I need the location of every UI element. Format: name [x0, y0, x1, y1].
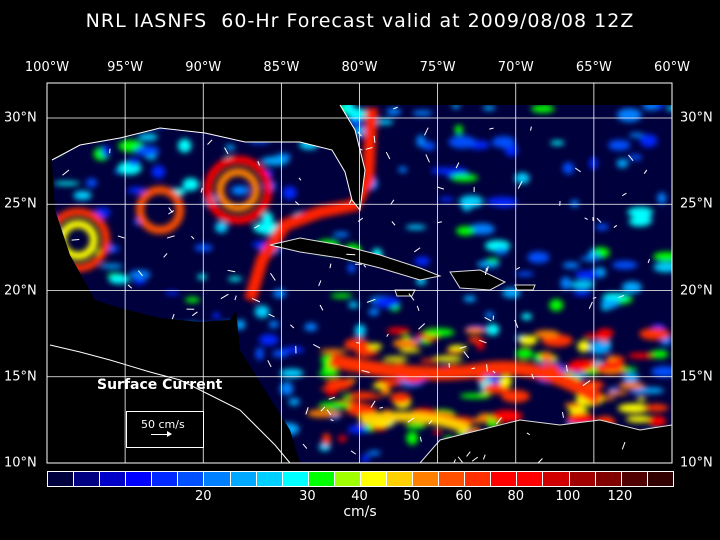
colorbar-swatch — [569, 472, 596, 486]
colorbar-swatch — [360, 472, 388, 486]
colorbar-swatch — [621, 472, 648, 486]
cuba — [269, 237, 442, 281]
colorbar-swatch — [491, 472, 518, 486]
hispaniola — [449, 269, 507, 291]
latitude-label: 30°N — [680, 110, 713, 126]
colorbar-swatch — [387, 472, 414, 486]
longitude-label: 70°W — [497, 60, 534, 75]
latitude-label: 20°N — [680, 283, 713, 298]
colorbar-swatch — [74, 472, 101, 486]
colorbar-tick-label: 30 — [299, 489, 316, 504]
colorbar-units: cm/s — [343, 504, 377, 520]
longitude-label: 90°W — [185, 60, 222, 75]
colorbar-tick-label: 120 — [607, 489, 633, 504]
longitude-label: 100°W — [24, 60, 70, 75]
longitude-label: 80°W — [341, 60, 378, 75]
colorbar-swatch — [308, 472, 335, 486]
colorbar-tick-label: 80 — [507, 489, 525, 504]
colorbar — [47, 471, 674, 487]
colorbar-swatch — [543, 472, 570, 486]
colorbar-swatch — [465, 472, 492, 486]
map-frame — [46, 82, 673, 464]
latitude-label: 10°N — [4, 455, 37, 471]
colorbar-swatch — [282, 472, 309, 486]
latitude-label: 10°N — [680, 455, 713, 471]
reference-vector-label: 50 cm/s — [141, 418, 185, 431]
map-title: NRL IASNFS 60-Hr Forecast valid at 2009/… — [85, 10, 635, 32]
coastlines — [49, 104, 366, 464]
longitude-label: 75°W — [419, 60, 456, 75]
colorbar-tick-label: 40 — [351, 489, 368, 504]
reference-vector-box: 50 cm/s — [126, 411, 204, 448]
colorbar-tick-label: 100 — [555, 489, 581, 504]
latitude-label: 25°N — [680, 196, 713, 212]
land-masses — [269, 237, 673, 464]
colorbar-swatch — [126, 472, 153, 486]
puerto-rico — [514, 284, 536, 291]
longitude-label: 95°W — [107, 60, 144, 75]
colorbar-swatch — [230, 472, 257, 486]
latitude-label: 15°N — [680, 369, 713, 385]
legend-title: Surface Current — [97, 377, 223, 393]
colorbar-swatch — [152, 472, 179, 486]
latitude-label: 25°N — [4, 196, 37, 212]
colorbar-swatch — [439, 472, 466, 486]
colorbar-swatch — [517, 472, 544, 486]
colorbar-tick-label: 20 — [194, 489, 212, 504]
colorbar-tick-label: 60 — [455, 489, 472, 504]
longitude-label: 85°W — [263, 60, 300, 75]
ocean-field — [52, 105, 672, 463]
reference-arrow-icon — [151, 431, 172, 437]
latitude-label: 15°N — [4, 369, 37, 385]
latitude-label: 20°N — [4, 283, 37, 298]
colorbar-swatch — [413, 472, 440, 486]
longitude-label: 65°W — [575, 60, 612, 75]
graticule — [47, 83, 672, 463]
colorbar-swatch — [178, 472, 205, 486]
colorbar-swatch — [100, 472, 127, 486]
longitude-label: 60°W — [654, 60, 690, 75]
colorbar-swatch — [334, 472, 361, 486]
colorbar-swatch — [595, 472, 622, 486]
colorbar-swatch — [647, 472, 673, 486]
colorbar-tick-label: 50 — [403, 489, 420, 504]
colorbar-swatch — [204, 472, 231, 486]
colorbar-swatch — [256, 472, 283, 486]
latitude-label: 30°N — [4, 110, 37, 126]
colorbar-swatch — [48, 472, 75, 486]
